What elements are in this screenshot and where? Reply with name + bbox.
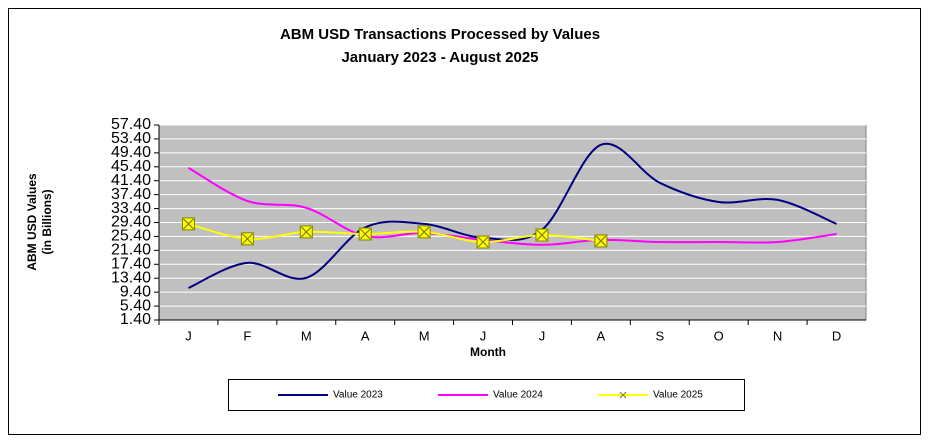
marker-cross — [241, 233, 253, 245]
series-line — [188, 142, 837, 289]
y-tick-label: 21.40 — [111, 242, 151, 259]
y-tick-label: 53.40 — [111, 130, 151, 147]
x-tick-label: M — [301, 328, 312, 343]
x-axis-label: Month — [470, 345, 506, 359]
marker-cross — [536, 229, 548, 241]
marker-cross — [359, 228, 371, 240]
x-tick-label: N — [773, 328, 782, 343]
chart-subtitle: January 2023 - August 2025 — [341, 49, 538, 66]
x-tick-label: D — [832, 328, 841, 343]
y-tick-label: 57.40 — [111, 116, 151, 133]
x-tick-label: A — [597, 328, 606, 343]
x-tick-label: J — [185, 328, 192, 343]
y-tick-label: 37.40 — [111, 186, 151, 203]
y-tick-label: 13.40 — [111, 269, 151, 286]
marker-cross — [300, 226, 312, 238]
marker-cross — [418, 226, 430, 238]
x-tick-label: J — [539, 328, 546, 343]
legend-marker — [619, 391, 627, 399]
marker-cross — [183, 218, 194, 230]
y-tick-label: 29.40 — [111, 214, 151, 231]
x-tick-label: S — [655, 328, 664, 343]
y-tick-label: 25.40 — [111, 228, 151, 245]
x-tick-label: F — [243, 328, 251, 343]
y-tick-label: 5.40 — [120, 297, 151, 314]
y-axis-label: ABM USD Values — [25, 173, 39, 271]
legend-label: Value 2023 — [333, 390, 383, 401]
y-tick-label: 9.40 — [120, 283, 151, 300]
marker-cross — [595, 235, 607, 247]
series-line — [187, 166, 837, 246]
marker-cross — [477, 236, 489, 248]
y-tick-label: 17.40 — [111, 256, 151, 273]
legend-label: Value 2024 — [493, 390, 543, 401]
y-tick-label: 49.40 — [111, 144, 151, 161]
y-axis-label-sub: (in Billions) — [40, 189, 54, 254]
y-tick-label: 1.40 — [120, 311, 151, 328]
x-tick-label: O — [714, 328, 724, 343]
legend-label: Value 2025 — [653, 390, 703, 401]
x-tick-label: A — [361, 328, 370, 343]
y-tick-label: 33.40 — [111, 200, 151, 217]
y-tick-label: 45.40 — [111, 158, 151, 175]
x-tick-label: J — [480, 328, 487, 343]
x-tick-label: M — [419, 328, 430, 343]
y-tick-label: 41.40 — [111, 172, 151, 189]
chart-title: ABM USD Transactions Processed by Values — [280, 26, 600, 43]
